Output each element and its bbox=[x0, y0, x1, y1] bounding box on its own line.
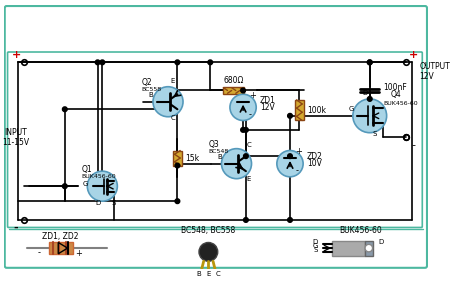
Bar bbox=[364, 241, 372, 256]
Circle shape bbox=[221, 149, 251, 179]
Text: -: - bbox=[248, 110, 251, 119]
Circle shape bbox=[95, 60, 100, 65]
Circle shape bbox=[87, 171, 117, 201]
Text: Q1: Q1 bbox=[82, 165, 92, 174]
Circle shape bbox=[175, 60, 179, 65]
Circle shape bbox=[243, 154, 248, 158]
Text: 10V: 10V bbox=[306, 160, 321, 169]
Text: S: S bbox=[111, 200, 115, 206]
Text: -: - bbox=[411, 140, 415, 150]
Text: ZD2: ZD2 bbox=[306, 152, 322, 161]
Text: B: B bbox=[196, 271, 201, 277]
Text: BC558: BC558 bbox=[142, 87, 161, 92]
Circle shape bbox=[287, 114, 292, 118]
Circle shape bbox=[287, 154, 292, 158]
Circle shape bbox=[240, 88, 245, 93]
Text: ZD1, ZD2: ZD1, ZD2 bbox=[42, 232, 78, 241]
Circle shape bbox=[364, 244, 372, 252]
Text: D: D bbox=[377, 239, 383, 245]
Circle shape bbox=[287, 217, 292, 222]
Text: C: C bbox=[170, 115, 175, 121]
Circle shape bbox=[62, 184, 67, 189]
Text: BUK456-60: BUK456-60 bbox=[338, 226, 381, 235]
Circle shape bbox=[243, 128, 248, 132]
Circle shape bbox=[100, 60, 105, 65]
Text: S: S bbox=[313, 247, 317, 253]
Text: D: D bbox=[362, 90, 367, 96]
Circle shape bbox=[276, 151, 303, 177]
Text: 15k: 15k bbox=[184, 153, 198, 162]
Circle shape bbox=[175, 199, 179, 203]
Text: E: E bbox=[206, 271, 210, 277]
Text: Q3: Q3 bbox=[208, 140, 219, 149]
Text: OUTPUT
12V: OUTPUT 12V bbox=[419, 62, 449, 81]
Bar bbox=[172, 151, 182, 166]
Circle shape bbox=[243, 217, 248, 222]
Text: E: E bbox=[170, 78, 175, 84]
Text: C: C bbox=[215, 271, 220, 277]
Bar bbox=[294, 100, 304, 121]
Text: G: G bbox=[312, 243, 318, 249]
Text: G: G bbox=[348, 106, 353, 112]
Circle shape bbox=[240, 128, 245, 132]
Circle shape bbox=[367, 60, 371, 65]
Text: B: B bbox=[148, 92, 153, 98]
Bar bbox=[49, 243, 73, 254]
Text: +: + bbox=[248, 91, 255, 100]
Text: BUK456-60: BUK456-60 bbox=[82, 174, 116, 179]
Text: -: - bbox=[14, 223, 18, 233]
Text: 100k: 100k bbox=[306, 106, 325, 115]
Text: INPUT
11-15V: INPUT 11-15V bbox=[2, 128, 29, 147]
Text: BC548, BC558: BC548, BC558 bbox=[181, 226, 235, 235]
Text: -: - bbox=[38, 249, 41, 258]
Text: ZD1: ZD1 bbox=[259, 96, 275, 105]
Text: 100nF: 100nF bbox=[382, 83, 406, 92]
Text: G: G bbox=[83, 181, 88, 187]
Text: C: C bbox=[246, 142, 250, 148]
Bar bbox=[331, 241, 364, 256]
Text: E: E bbox=[246, 176, 250, 182]
Circle shape bbox=[62, 107, 67, 112]
Text: BUK456-60: BUK456-60 bbox=[382, 101, 417, 106]
Text: +: + bbox=[408, 49, 418, 60]
Circle shape bbox=[230, 94, 256, 121]
Text: D: D bbox=[312, 239, 317, 245]
Circle shape bbox=[198, 243, 217, 261]
Text: 680Ω: 680Ω bbox=[223, 76, 244, 85]
Text: +: + bbox=[75, 249, 82, 258]
Text: D: D bbox=[95, 200, 100, 206]
Circle shape bbox=[352, 99, 386, 133]
Text: Q2: Q2 bbox=[142, 78, 152, 87]
Circle shape bbox=[207, 60, 212, 65]
Text: S: S bbox=[372, 132, 376, 137]
Text: 12V: 12V bbox=[259, 103, 274, 112]
Text: Q4: Q4 bbox=[390, 90, 400, 99]
Circle shape bbox=[152, 87, 183, 117]
Text: +: + bbox=[295, 147, 302, 156]
Circle shape bbox=[367, 60, 371, 65]
Bar bbox=[223, 87, 244, 94]
Text: B: B bbox=[217, 154, 221, 160]
Text: -: - bbox=[295, 166, 298, 175]
Text: BC548: BC548 bbox=[208, 149, 228, 154]
Circle shape bbox=[175, 163, 179, 168]
Text: +: + bbox=[11, 49, 21, 60]
Circle shape bbox=[367, 97, 371, 101]
